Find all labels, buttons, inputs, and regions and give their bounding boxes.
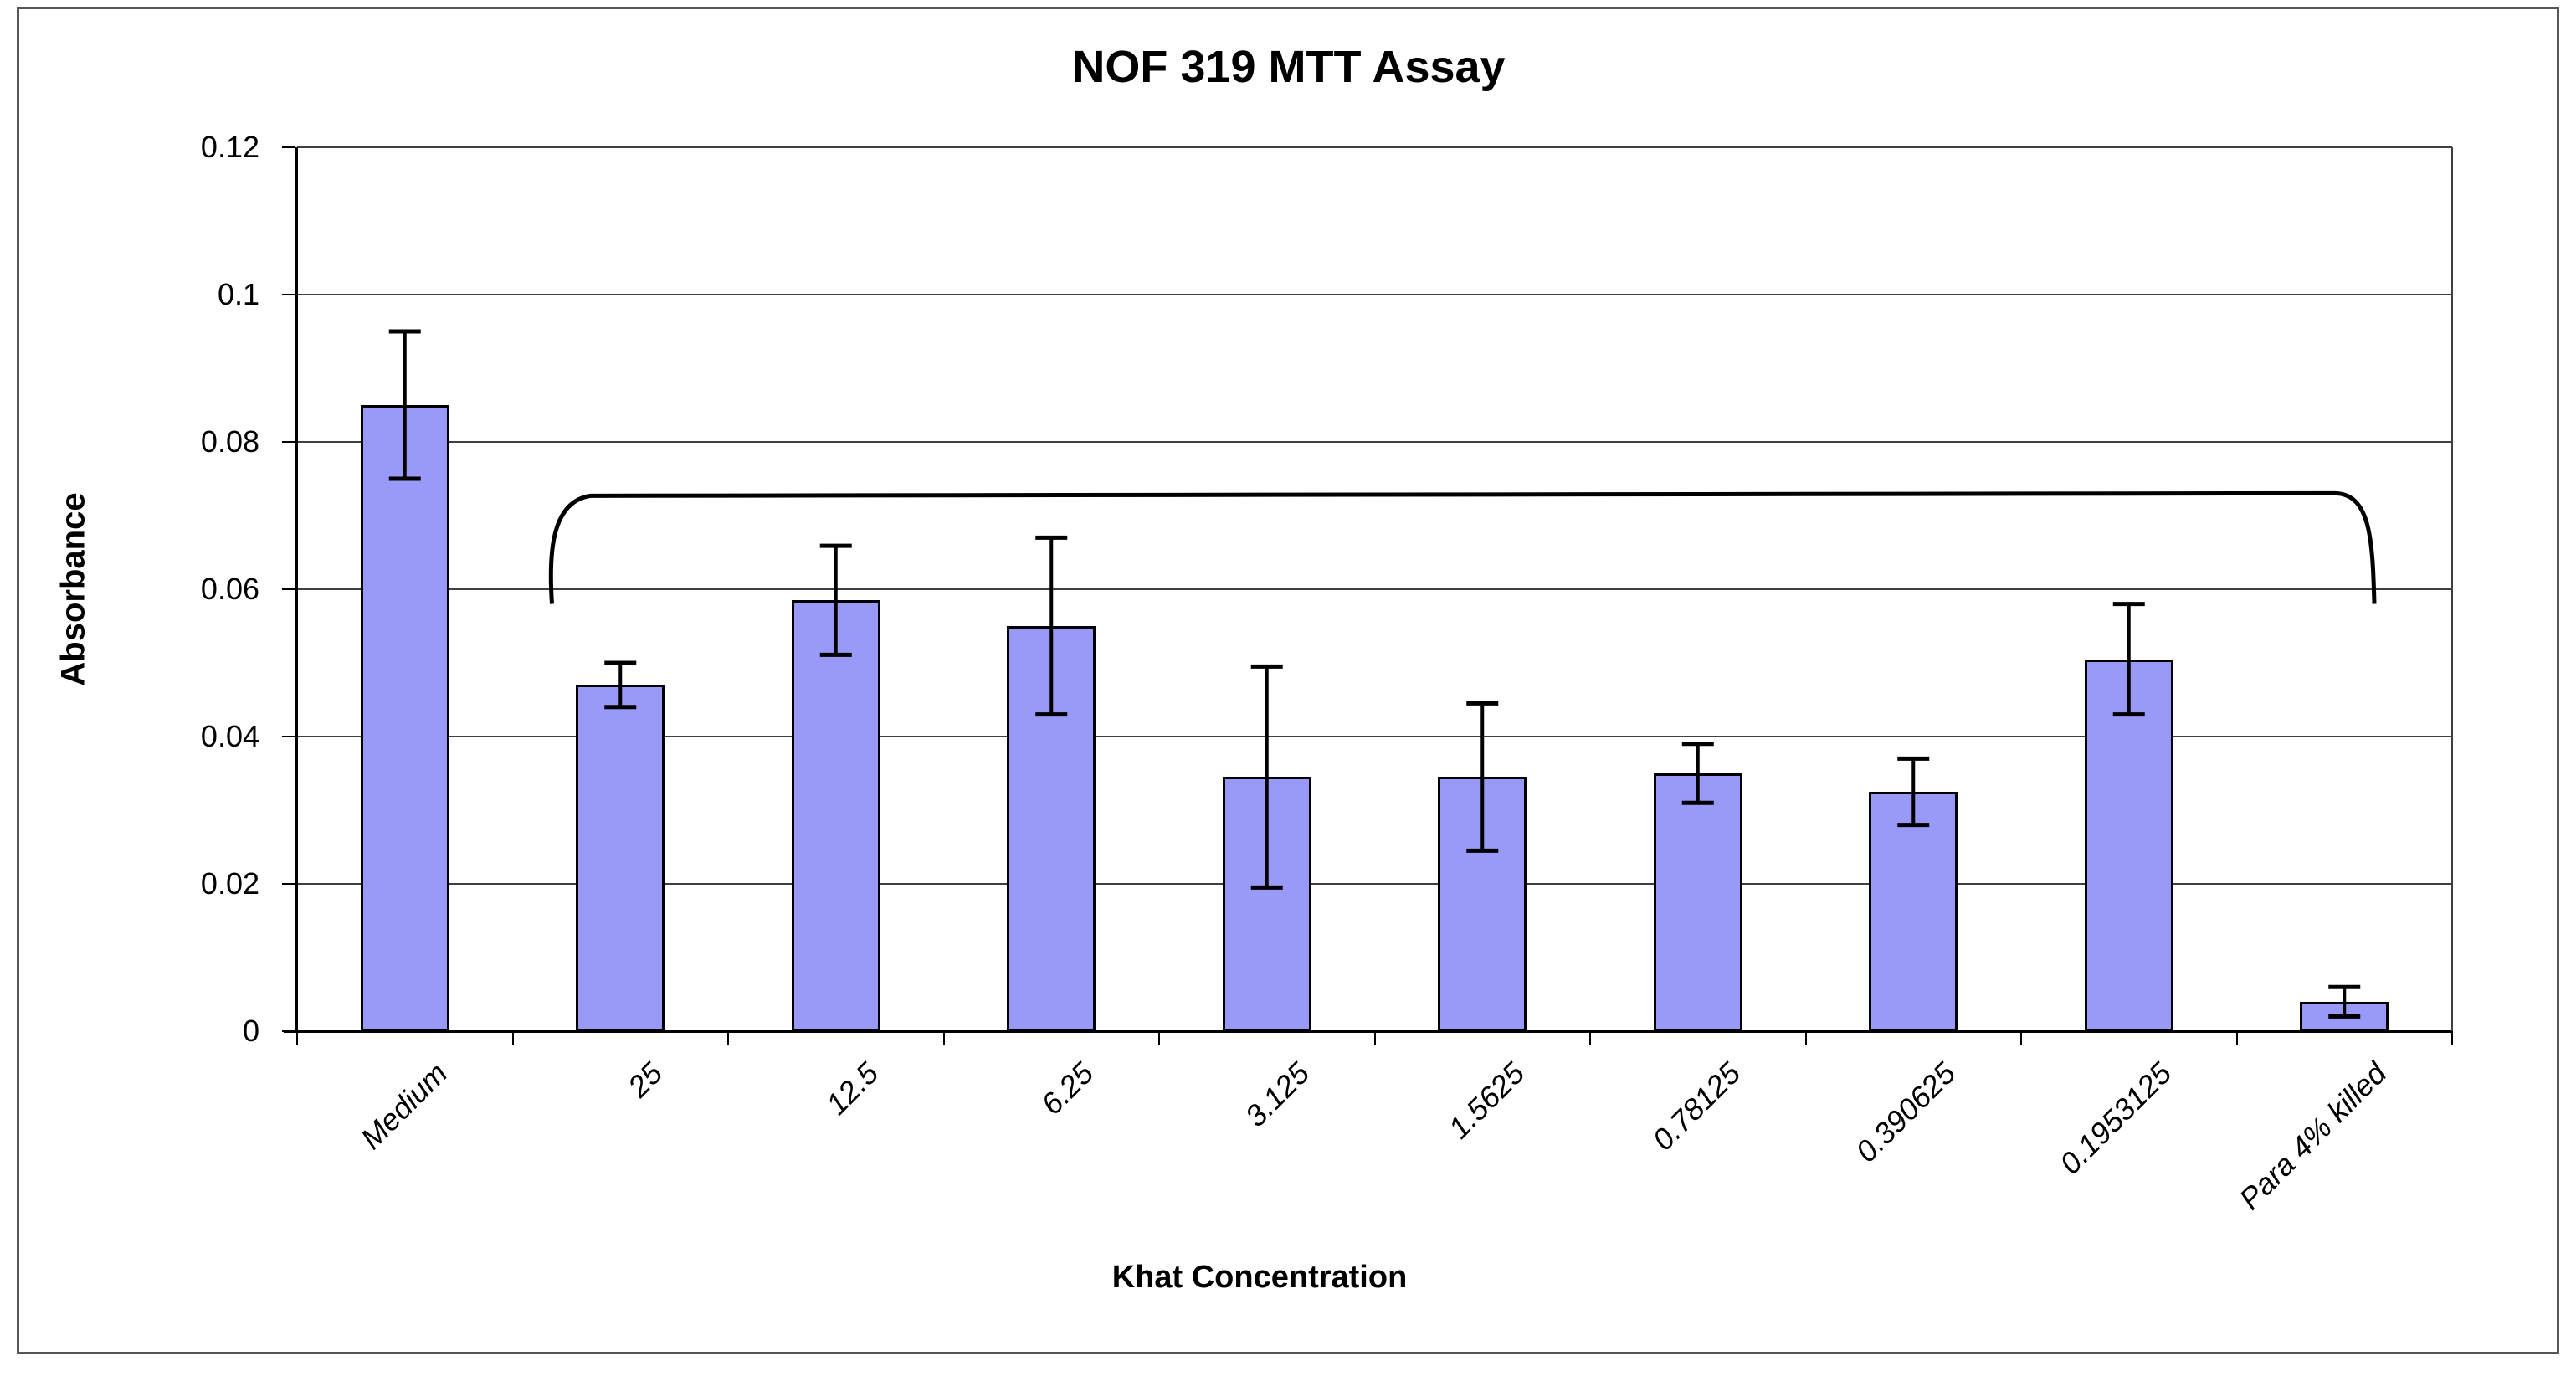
y-axis-line xyxy=(295,147,298,1031)
gridline xyxy=(297,736,2452,737)
bar-6-25 xyxy=(1007,626,1096,1031)
y-tick-mark xyxy=(282,883,295,885)
bar-3-125 xyxy=(1222,777,1311,1031)
bar-0-390625 xyxy=(1869,792,1958,1031)
y-tick-label: 0.04 xyxy=(200,719,259,753)
y-tick-mark xyxy=(282,1030,295,1032)
y-tick-mark xyxy=(282,146,295,148)
figure-border xyxy=(17,7,2559,1354)
gridline xyxy=(297,588,2452,590)
x-tick-mark xyxy=(1804,1031,1807,1045)
y-tick-label: 0.12 xyxy=(200,130,259,164)
x-tick-mark xyxy=(1373,1031,1376,1045)
gridline xyxy=(297,294,2452,295)
y-tick-mark xyxy=(282,588,295,590)
x-tick-mark xyxy=(1158,1031,1160,1045)
gridline xyxy=(297,441,2452,443)
x-tick-mark xyxy=(296,1031,298,1045)
x-axis-line xyxy=(284,1030,2452,1033)
y-tick-mark xyxy=(282,441,295,443)
y-tick-mark xyxy=(282,736,295,737)
bar-para-4-killed xyxy=(2300,1001,2389,1031)
x-tick-mark xyxy=(2451,1031,2453,1045)
y-tick-label: 0.08 xyxy=(200,424,259,459)
y-tick-label: 0.06 xyxy=(200,572,259,606)
bar-12-5 xyxy=(791,600,880,1031)
bar-1-5625 xyxy=(1438,777,1527,1031)
y-tick-label: 0 xyxy=(242,1014,259,1048)
gridline xyxy=(297,883,2452,885)
bar-0-78125 xyxy=(1653,773,1742,1031)
y-tick-label: 0.1 xyxy=(217,277,259,311)
plot-right-frame xyxy=(2451,147,2453,1031)
x-tick-mark xyxy=(1589,1031,1591,1045)
bar-0-1953125 xyxy=(2084,659,2173,1031)
x-tick-mark xyxy=(942,1031,945,1045)
y-tick-label: 0.02 xyxy=(200,866,259,901)
x-tick-mark xyxy=(511,1031,514,1045)
gridline xyxy=(297,146,2452,148)
x-tick-mark xyxy=(727,1031,729,1045)
x-axis-title: Khat Concentration xyxy=(1111,1260,1408,1295)
bar-25 xyxy=(576,685,665,1031)
bar-medium xyxy=(360,405,449,1031)
x-tick-mark xyxy=(2020,1031,2022,1045)
x-tick-mark xyxy=(2235,1031,2238,1045)
chart-title: NOF 319 MTT Assay xyxy=(1072,42,1506,92)
y-tick-mark xyxy=(282,294,295,295)
